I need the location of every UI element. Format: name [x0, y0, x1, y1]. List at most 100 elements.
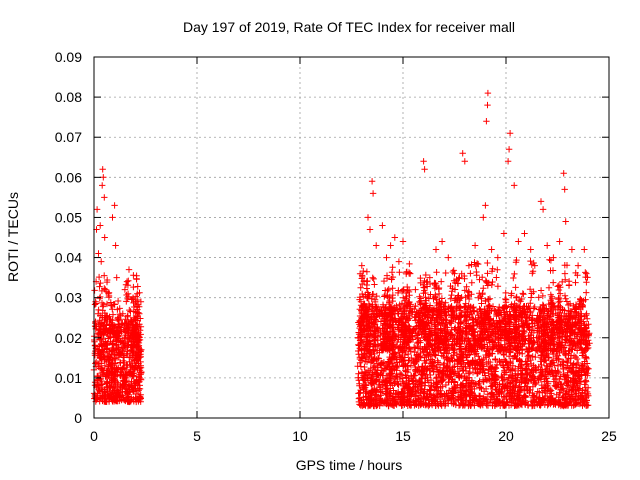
data-point	[449, 268, 456, 276]
data-point	[125, 336, 132, 344]
data-point	[117, 383, 124, 390]
data-point	[121, 381, 128, 388]
data-point	[133, 276, 140, 283]
data-point	[555, 294, 562, 302]
data-point	[108, 394, 115, 401]
data-point	[450, 345, 457, 353]
data-point	[561, 270, 569, 277]
data-point	[406, 260, 413, 268]
data-point	[103, 300, 111, 308]
data-point	[136, 289, 143, 296]
data-point	[123, 325, 130, 332]
data-point	[468, 279, 475, 286]
data-point	[96, 283, 103, 290]
data-point	[519, 290, 526, 297]
data-point	[467, 270, 474, 277]
data-point	[471, 351, 478, 358]
data-point	[136, 353, 143, 361]
data-point	[551, 382, 558, 389]
data-point	[388, 269, 396, 276]
data-point	[101, 272, 108, 279]
data-point	[120, 372, 127, 379]
data-point	[123, 366, 130, 374]
data-point	[136, 396, 144, 403]
data-point	[116, 351, 123, 358]
data-point	[485, 296, 492, 303]
data-point	[97, 349, 104, 356]
data-point	[380, 277, 388, 285]
data-point	[572, 279, 579, 286]
data-point	[103, 395, 111, 402]
data-point	[502, 295, 509, 303]
data-point	[447, 295, 454, 302]
data-point	[137, 375, 144, 383]
data-point	[123, 298, 130, 305]
data-point	[98, 381, 105, 388]
data-point	[111, 351, 119, 359]
data-point	[115, 337, 122, 344]
data-point	[126, 389, 133, 396]
data-point	[129, 332, 136, 340]
data-point	[99, 303, 107, 310]
data-point	[96, 343, 103, 350]
data-point	[539, 292, 546, 300]
data-point	[125, 383, 132, 390]
data-point	[103, 278, 111, 286]
data-point	[113, 397, 120, 404]
data-point	[128, 396, 135, 403]
data-point	[129, 343, 137, 351]
data-point	[545, 284, 553, 291]
data-point	[97, 394, 104, 401]
data-point	[137, 315, 144, 322]
data-point	[97, 329, 105, 337]
data-point	[124, 290, 132, 297]
data-point	[369, 274, 376, 281]
data-point	[127, 354, 134, 361]
data-point	[95, 273, 103, 281]
data-point	[120, 359, 128, 367]
data-point	[130, 334, 137, 341]
data-point	[135, 309, 142, 316]
data-point	[110, 389, 117, 396]
data-point	[396, 269, 403, 276]
data-point	[98, 369, 106, 377]
data-point	[433, 269, 440, 276]
data-point	[111, 396, 119, 404]
data-point	[130, 283, 137, 291]
data-point	[124, 371, 131, 378]
data-point	[124, 395, 132, 403]
data-point	[96, 330, 104, 337]
data-point	[114, 379, 121, 386]
data-point	[466, 368, 474, 376]
data-point	[102, 398, 110, 405]
data-point	[442, 269, 449, 277]
data-point	[137, 395, 144, 402]
data-point	[103, 355, 110, 363]
data-point	[107, 354, 114, 361]
data-point	[511, 270, 518, 278]
data-point	[117, 368, 124, 375]
data-point	[135, 333, 143, 340]
data-point	[127, 308, 134, 315]
data-point	[534, 388, 541, 395]
data-point	[113, 364, 120, 371]
data-point	[512, 284, 519, 291]
data-point	[535, 294, 542, 301]
data-point	[91, 301, 99, 308]
data-point	[451, 325, 458, 333]
data-point	[370, 275, 377, 283]
data-point	[109, 311, 117, 318]
data-point	[537, 287, 545, 294]
data-point	[527, 294, 535, 301]
data-point	[101, 362, 109, 369]
data-point	[92, 318, 99, 325]
data-point	[363, 268, 371, 275]
data-point	[120, 378, 127, 385]
data-point	[99, 321, 107, 329]
data-point	[122, 281, 130, 288]
data-point	[97, 395, 105, 402]
data-point	[129, 373, 136, 380]
data-point	[493, 274, 500, 281]
data-point	[98, 299, 106, 307]
